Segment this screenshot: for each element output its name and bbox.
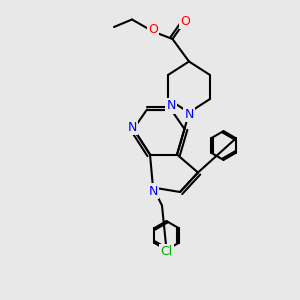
Text: N: N (166, 99, 176, 112)
Text: N: N (127, 121, 137, 134)
Text: N: N (148, 184, 158, 198)
Text: Cl: Cl (160, 245, 172, 258)
Text: N: N (184, 107, 194, 121)
Text: O: O (181, 15, 190, 28)
Text: O: O (148, 22, 158, 36)
